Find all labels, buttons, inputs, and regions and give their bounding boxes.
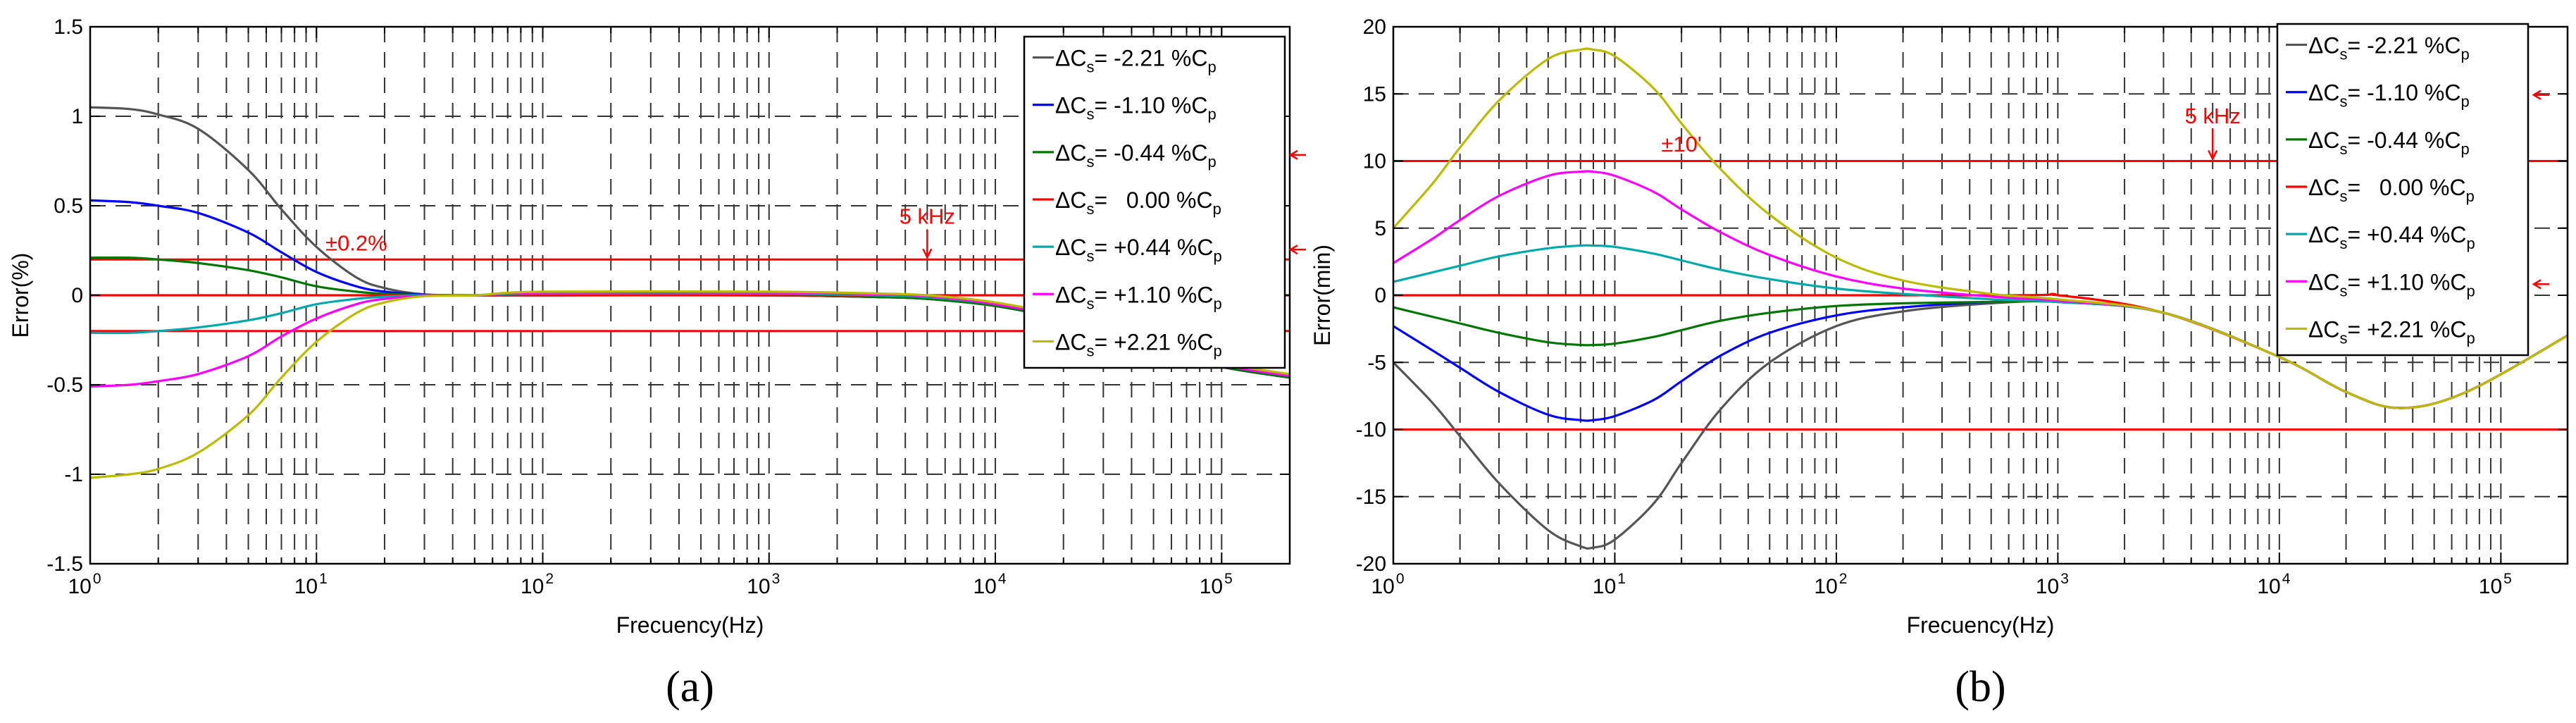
x-axis-label: Frecuency(Hz)	[1907, 612, 2055, 638]
chart-panel-b: -20 -15 -10 -5 0 5 10 15 20 100 101 102 103 104 105 Fre…	[1309, 16, 2569, 711]
legend-entry: ΔCs= -0.44 %Cp	[1055, 140, 1217, 171]
chart-panel-a: -1.5 -1 -0.5 0 0.5 1 1.5 100 101 102 103 104 105 Frec…	[8, 16, 1306, 711]
y-tick-label: -10	[1356, 419, 1386, 442]
y-tick-label: -15	[1356, 486, 1386, 509]
annotation-arrowhead	[2208, 149, 2218, 161]
y-tick-label: 5	[1374, 217, 1386, 240]
annotation-label: ±10'	[1661, 132, 1701, 156]
y-tick-label: -0.5	[46, 373, 83, 397]
x-tick-label: 104	[973, 571, 1007, 598]
legend-entry: ΔCs= -2.21 %Cp	[1055, 46, 1217, 76]
legend-entry: ΔCs= -2.21 %Cp	[2308, 33, 2470, 63]
legend: ΔCs= -2.21 %Cp ΔCs= -1.10 %Cp ΔCs= -0.44 %…	[2276, 23, 2530, 357]
legend-pointer-arrowhead	[2532, 279, 2541, 290]
x-tick-label: 102	[521, 571, 554, 598]
legend: ΔCs= -2.21 %Cp ΔCs= -1.10 %Cp ΔCs= -0.44 %…	[1023, 35, 1286, 369]
y-tick-label: 1.5	[54, 16, 83, 39]
legend-box	[1023, 35, 1286, 369]
panel-label: (a)	[666, 663, 714, 711]
y-tick-label: 10	[1363, 150, 1386, 173]
y-tick-label: 1	[71, 105, 83, 128]
x-tick-label: 101	[1593, 571, 1626, 598]
panel-label: (b)	[1955, 663, 2005, 711]
y-tick-label: -5	[1367, 351, 1386, 374]
annotation-arrowhead	[922, 248, 933, 259]
x-axis-label: Frecuency(Hz)	[616, 612, 764, 638]
y-axis-label: Error(%)	[8, 253, 33, 338]
legend-entry: ΔCs= 0.00 %Cp	[1055, 187, 1221, 218]
y-tick-label: 0	[1374, 284, 1386, 307]
y-tick-label: 0.5	[54, 194, 83, 218]
x-tick-label: 105	[1200, 571, 1233, 598]
legend-pointer-arrowhead	[1288, 149, 1298, 160]
legend-entry: ΔCs= 0.00 %Cp	[2308, 175, 2475, 205]
legend-entry: ΔCs= -1.10 %Cp	[2308, 80, 2470, 111]
y-tick-label: 15	[1363, 82, 1386, 106]
x-tick-label: 100	[1371, 571, 1404, 598]
annotation-label: 5 kHz	[2185, 104, 2241, 128]
x-tick-label: 101	[294, 571, 328, 598]
legend-entry: ΔCs= +0.44 %Cp	[2308, 222, 2475, 252]
y-axis-label: Error(min)	[1309, 245, 1335, 346]
series-line	[1393, 47, 2568, 409]
legend-pointer-arrowhead	[2532, 89, 2541, 100]
legend-entry: ΔCs= +0.44 %Cp	[1055, 235, 1222, 265]
legend-pointer-arrowhead	[1288, 245, 1298, 255]
legend-entry: ΔCs= -1.10 %Cp	[1055, 93, 1217, 123]
x-tick-label: 100	[68, 571, 101, 598]
annotation-label: ±0.2%	[325, 231, 387, 256]
y-tick-label: 0	[71, 284, 83, 307]
y-tick-label: -20	[1356, 552, 1386, 576]
y-tick-label: -1	[64, 463, 83, 486]
legend-entry: ΔCs= +1.10 %Cp	[2308, 269, 2475, 299]
legend-box	[2276, 23, 2530, 357]
x-tick-label: 105	[2479, 571, 2512, 598]
legend-entry: ΔCs= +2.21 %Cp	[1055, 329, 1222, 359]
legend-entry: ΔCs= +1.10 %Cp	[1055, 282, 1222, 312]
annotation-label: 5 kHz	[900, 204, 955, 228]
series-group	[1393, 47, 2568, 550]
legend-entry: ΔCs= +2.21 %Cp	[2308, 316, 2475, 347]
y-tick-label: 20	[1363, 16, 1386, 39]
x-tick-label: 103	[747, 571, 780, 598]
legend-entry: ΔCs= -0.44 %Cp	[2308, 128, 2470, 158]
y-tick-label: -1.5	[46, 552, 83, 576]
x-tick-label: 102	[1814, 571, 1847, 598]
x-tick-label: 103	[2036, 571, 2069, 598]
x-tick-label: 104	[2257, 571, 2290, 598]
